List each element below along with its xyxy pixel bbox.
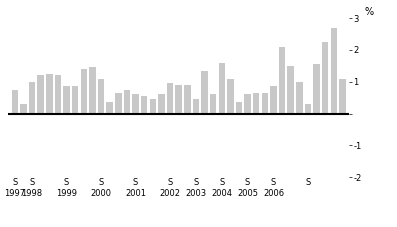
Bar [89,67,96,114]
Bar [279,47,285,114]
Bar [305,104,311,114]
Bar [313,64,320,114]
Bar [253,93,260,114]
Bar [331,28,337,114]
Bar [245,94,251,114]
Bar [339,79,346,114]
Bar [132,94,139,114]
Bar [37,75,44,114]
Bar [322,42,328,114]
Bar [115,93,121,114]
Bar [55,75,61,114]
Bar [236,102,242,114]
Bar [270,86,277,114]
Bar [46,74,52,114]
Bar [218,63,225,114]
Bar [167,83,173,114]
Bar [287,66,294,114]
Bar [201,71,208,114]
Bar [106,102,113,114]
Bar [150,99,156,114]
Bar [141,96,147,114]
Bar [175,85,182,114]
Bar [193,99,199,114]
Bar [64,86,70,114]
Bar [124,90,130,114]
Bar [81,69,87,114]
Bar [20,104,27,114]
Text: %: % [365,7,374,17]
Bar [210,94,216,114]
Bar [72,86,79,114]
Bar [98,79,104,114]
Bar [184,85,191,114]
Bar [262,93,268,114]
Bar [158,94,165,114]
Bar [227,79,233,114]
Bar [29,82,35,114]
Bar [12,90,18,114]
Bar [296,82,303,114]
